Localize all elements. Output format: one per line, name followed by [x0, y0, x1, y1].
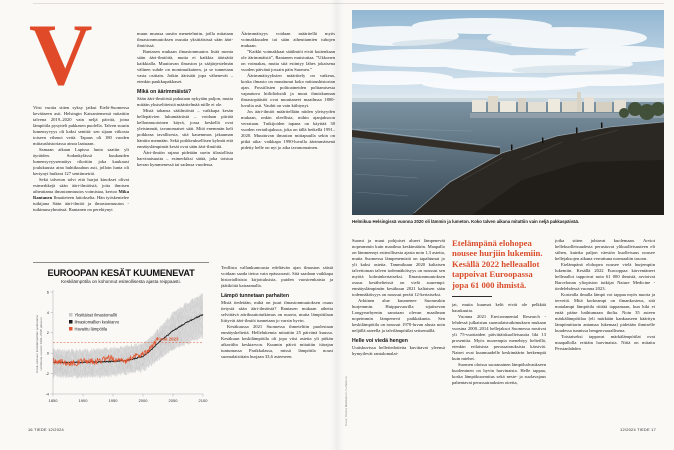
subheading: Helle voi viedä hengen — [352, 338, 408, 344]
model-run-line — [52, 296, 204, 359]
y-axis-label: Kesä–elokuun keskilämpötilan poikkeamave… — [35, 315, 43, 373]
paragraph: Teollista vallankumousta edeltävän ajan … — [221, 265, 333, 288]
right-column-1: Suomi ja muut pohjoiset alueet lämpenevä… — [352, 238, 445, 424]
skyline-reflection — [470, 113, 664, 118]
svg-text:1900: 1900 — [79, 398, 89, 403]
spit-foam — [352, 128, 501, 148]
model-band — [53, 293, 203, 379]
paragraph: Mistä tiedetään, mikä on juuri ilmastonm… — [221, 300, 333, 323]
pull-quote-divider — [452, 296, 492, 298]
breakwater-spit — [352, 130, 500, 155]
svg-text:1950: 1950 — [109, 398, 119, 403]
legend-label: Havaittu lämpötila — [75, 327, 108, 332]
paragraph: Viisi vuotta sitten syksy jatkui Etelä-S… — [33, 105, 129, 146]
paragraph: Sekä talveton talvi että hurjat kinokset… — [33, 177, 129, 212]
svg-text:1850: 1850 — [49, 398, 59, 403]
cloud-shadows — [392, 39, 652, 75]
subheading: Mikä on äärimmäistä? — [137, 89, 192, 95]
right-column-2: Etelämpänä elohopea nousee hurjiin lukem… — [452, 238, 546, 426]
pull-quote: Etelämpänä elohopea nousee hurjiin lukem… — [452, 238, 543, 290]
paragraph: Äärimmäisyyksien määrittely on vaikeaa, … — [241, 73, 335, 108]
paragraph: Suomen oloissa suoranainen lämpöhalvauks… — [452, 362, 546, 386]
chart-title: EUROOPAN KESÄT KUUMENEVAT — [47, 268, 195, 278]
paragraph: Uutiskuvissa helletiedotteita kuvittavat… — [352, 345, 445, 356]
svg-text:-4: -4 — [45, 391, 49, 396]
observed-line — [52, 336, 158, 367]
chart-subtitle: Keskilämpötila on kohonnut esiteollisest… — [61, 279, 181, 284]
city-skyline — [472, 92, 626, 112]
trees — [619, 102, 664, 120]
svg-text:2: 2 — [47, 330, 50, 335]
photo-illustration — [352, 10, 664, 215]
paragraph: muun muassa uusiin menetelmiin, joilla m… — [137, 31, 233, 48]
paragraph: Toistaiseksi tappavat märkälämpötilat ov… — [555, 334, 655, 351]
paragraph: Suomi ja muut pohjoiset alueet lämpenevä… — [352, 238, 445, 297]
legend-swatch — [69, 313, 73, 317]
paragraph: Äärimmäisyys voidaan määritellä myös voi… — [241, 31, 335, 48]
paragraph: Arktinen alue kuumenee Suomeakin hurjemm… — [352, 298, 445, 333]
paragraph: jotka sitten johtavat kuolemaan. Arviot … — [555, 238, 655, 261]
svg-text:0: 0 — [47, 351, 50, 356]
paragraph: ”Kaikki voimakkaat sääilmiöt eivät kuite… — [241, 49, 335, 72]
paragraph: jat, mutta kuumat kelit eivät ole pelkkä… — [452, 302, 546, 314]
left-column-3-lower: Teollista vallankumousta edeltävän ajan … — [221, 265, 333, 427]
left-column-2: muun muassa uusiin menetelmiin, joilla m… — [137, 31, 233, 261]
annotation-label: Kesä 2023 — [157, 336, 179, 341]
shore-foam — [413, 121, 664, 214]
legend-label: Yksittäiset ilmastomallit — [75, 313, 118, 318]
climate-chart: EUROOPAN KESÄT KUUMENEVAT Keskilämpötila… — [33, 262, 209, 422]
photo-credit: Kuva: Hanna Matikainen / Lehtikuva — [344, 376, 348, 426]
left-column-1: Viisi vuotta sitten syksy jatkui Etelä-S… — [33, 105, 129, 263]
svg-text:-2: -2 — [45, 371, 49, 376]
paragraph: Kostealla ilmalla lämpö voi tappaa myös … — [555, 292, 655, 333]
people-silhouettes — [510, 122, 603, 151]
svg-text:2050: 2050 — [169, 398, 179, 403]
paragraph: Etelämpänä elohopea nousee vielä hurjemp… — [555, 262, 655, 291]
left-column-3: Äärimmäisyys voidaan määritellä myös voi… — [241, 31, 335, 261]
legend-swatch — [69, 327, 73, 331]
rock-highlight — [461, 129, 619, 181]
footer-left: 16 TIEDE 12/2024 — [28, 427, 64, 432]
svg-text:2000: 2000 — [139, 398, 149, 403]
footer-right: 12/2024 TIEDE 17 — [620, 427, 656, 432]
right-column-2-text: jat, mutta kuumat kelit eivät ole pelkkä… — [452, 302, 546, 386]
paragraph: Sään ääri-ilmiöistä puhutaan nykyään pal… — [137, 96, 233, 107]
dropcap: V — [29, 7, 93, 104]
subheading: Lämpö tunnetaan parhaiten — [221, 293, 290, 299]
page-top-rule — [33, 3, 664, 4]
paragraph: Mistä tahansa sääilmiöstä – vaikkapa kes… — [137, 108, 233, 149]
page-gutter — [330, 0, 344, 450]
paragraph: Rantasen mukaan ilmastonmuutos lisää mon… — [137, 49, 233, 84]
model-run-line — [52, 328, 204, 379]
paragraph: Kesäkuussa 2021 Suomessa ihmeteltiin puo… — [221, 324, 333, 359]
horizon-haze — [352, 95, 664, 102]
svg-text:4: 4 — [47, 310, 50, 315]
paragraph: Ääri-ilmiön rajana pidetään usein tilast… — [137, 150, 233, 167]
legend-label: Ilmastomallien keskiarvo — [75, 320, 120, 325]
paragraph: Jos ääri-ilmiöt määritellään niiden ylei… — [241, 109, 335, 150]
paragraph: Samaan aikaan Lapissa lunta saatiin yli … — [33, 147, 129, 176]
legend-swatch — [69, 320, 73, 324]
svg-text:6: 6 — [47, 289, 50, 294]
right-column-3: jotka sitten johtavat kuolemaan. Arviot … — [555, 238, 655, 424]
paragraph: Vuonna 2021 Environmental Research -lehd… — [452, 314, 546, 362]
helsinki-shore-photo — [352, 10, 664, 215]
svg-text:2100: 2100 — [199, 398, 209, 403]
photo-caption: Helmikuu Helsingissä vuonna 2020 oli läm… — [352, 219, 580, 224]
foreground-rocks — [472, 160, 664, 215]
